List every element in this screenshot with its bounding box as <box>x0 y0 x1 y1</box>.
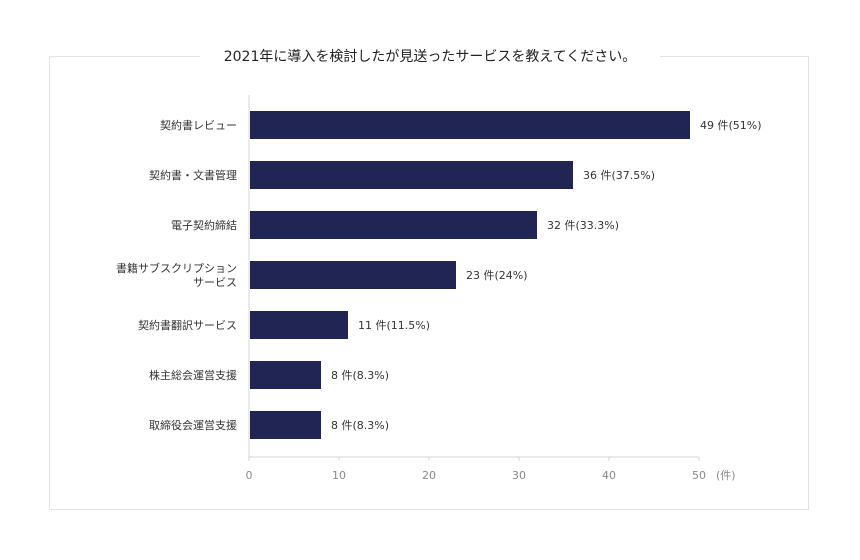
category-label: 取締役会運営支援 <box>149 418 237 432</box>
data-label: 49 件(51%) <box>700 119 762 132</box>
category-label: 契約書翻訳サービス <box>138 318 237 332</box>
data-label: 8 件(8.3%) <box>331 369 389 382</box>
data-label: 8 件(8.3%) <box>331 419 389 432</box>
chart-title: 2021年に導入を検討したが見送ったサービスを教えてください。 <box>200 44 660 70</box>
x-tick-label: 20 <box>422 469 436 482</box>
bar <box>250 211 537 239</box>
data-label: 11 件(11.5%) <box>358 319 430 332</box>
data-label: 36 件(37.5%) <box>583 169 655 182</box>
x-tick-label: 0 <box>246 469 253 482</box>
x-tick-label: 30 <box>512 469 526 482</box>
x-tick-label: 50 <box>692 469 706 482</box>
data-label: 32 件(33.3%) <box>547 219 619 232</box>
category-label: 契約書レビュー <box>160 118 237 132</box>
bar <box>250 161 573 189</box>
bar <box>250 111 690 139</box>
data-label: 23 件(24%) <box>466 269 528 282</box>
bar <box>250 311 348 339</box>
x-tick-label: 40 <box>602 469 616 482</box>
category-label: 電子契約締結 <box>171 218 237 232</box>
bar <box>250 361 321 389</box>
category-label: 契約書・文書管理 <box>149 168 237 182</box>
bar <box>250 411 321 439</box>
bar <box>250 261 456 289</box>
category-label: 株主総会運営支援 <box>149 368 237 382</box>
category-label: 書籍サブスクリプションサービス <box>116 261 237 289</box>
x-axis-unit: (件) <box>716 469 736 482</box>
x-tick-label: 10 <box>332 469 346 482</box>
